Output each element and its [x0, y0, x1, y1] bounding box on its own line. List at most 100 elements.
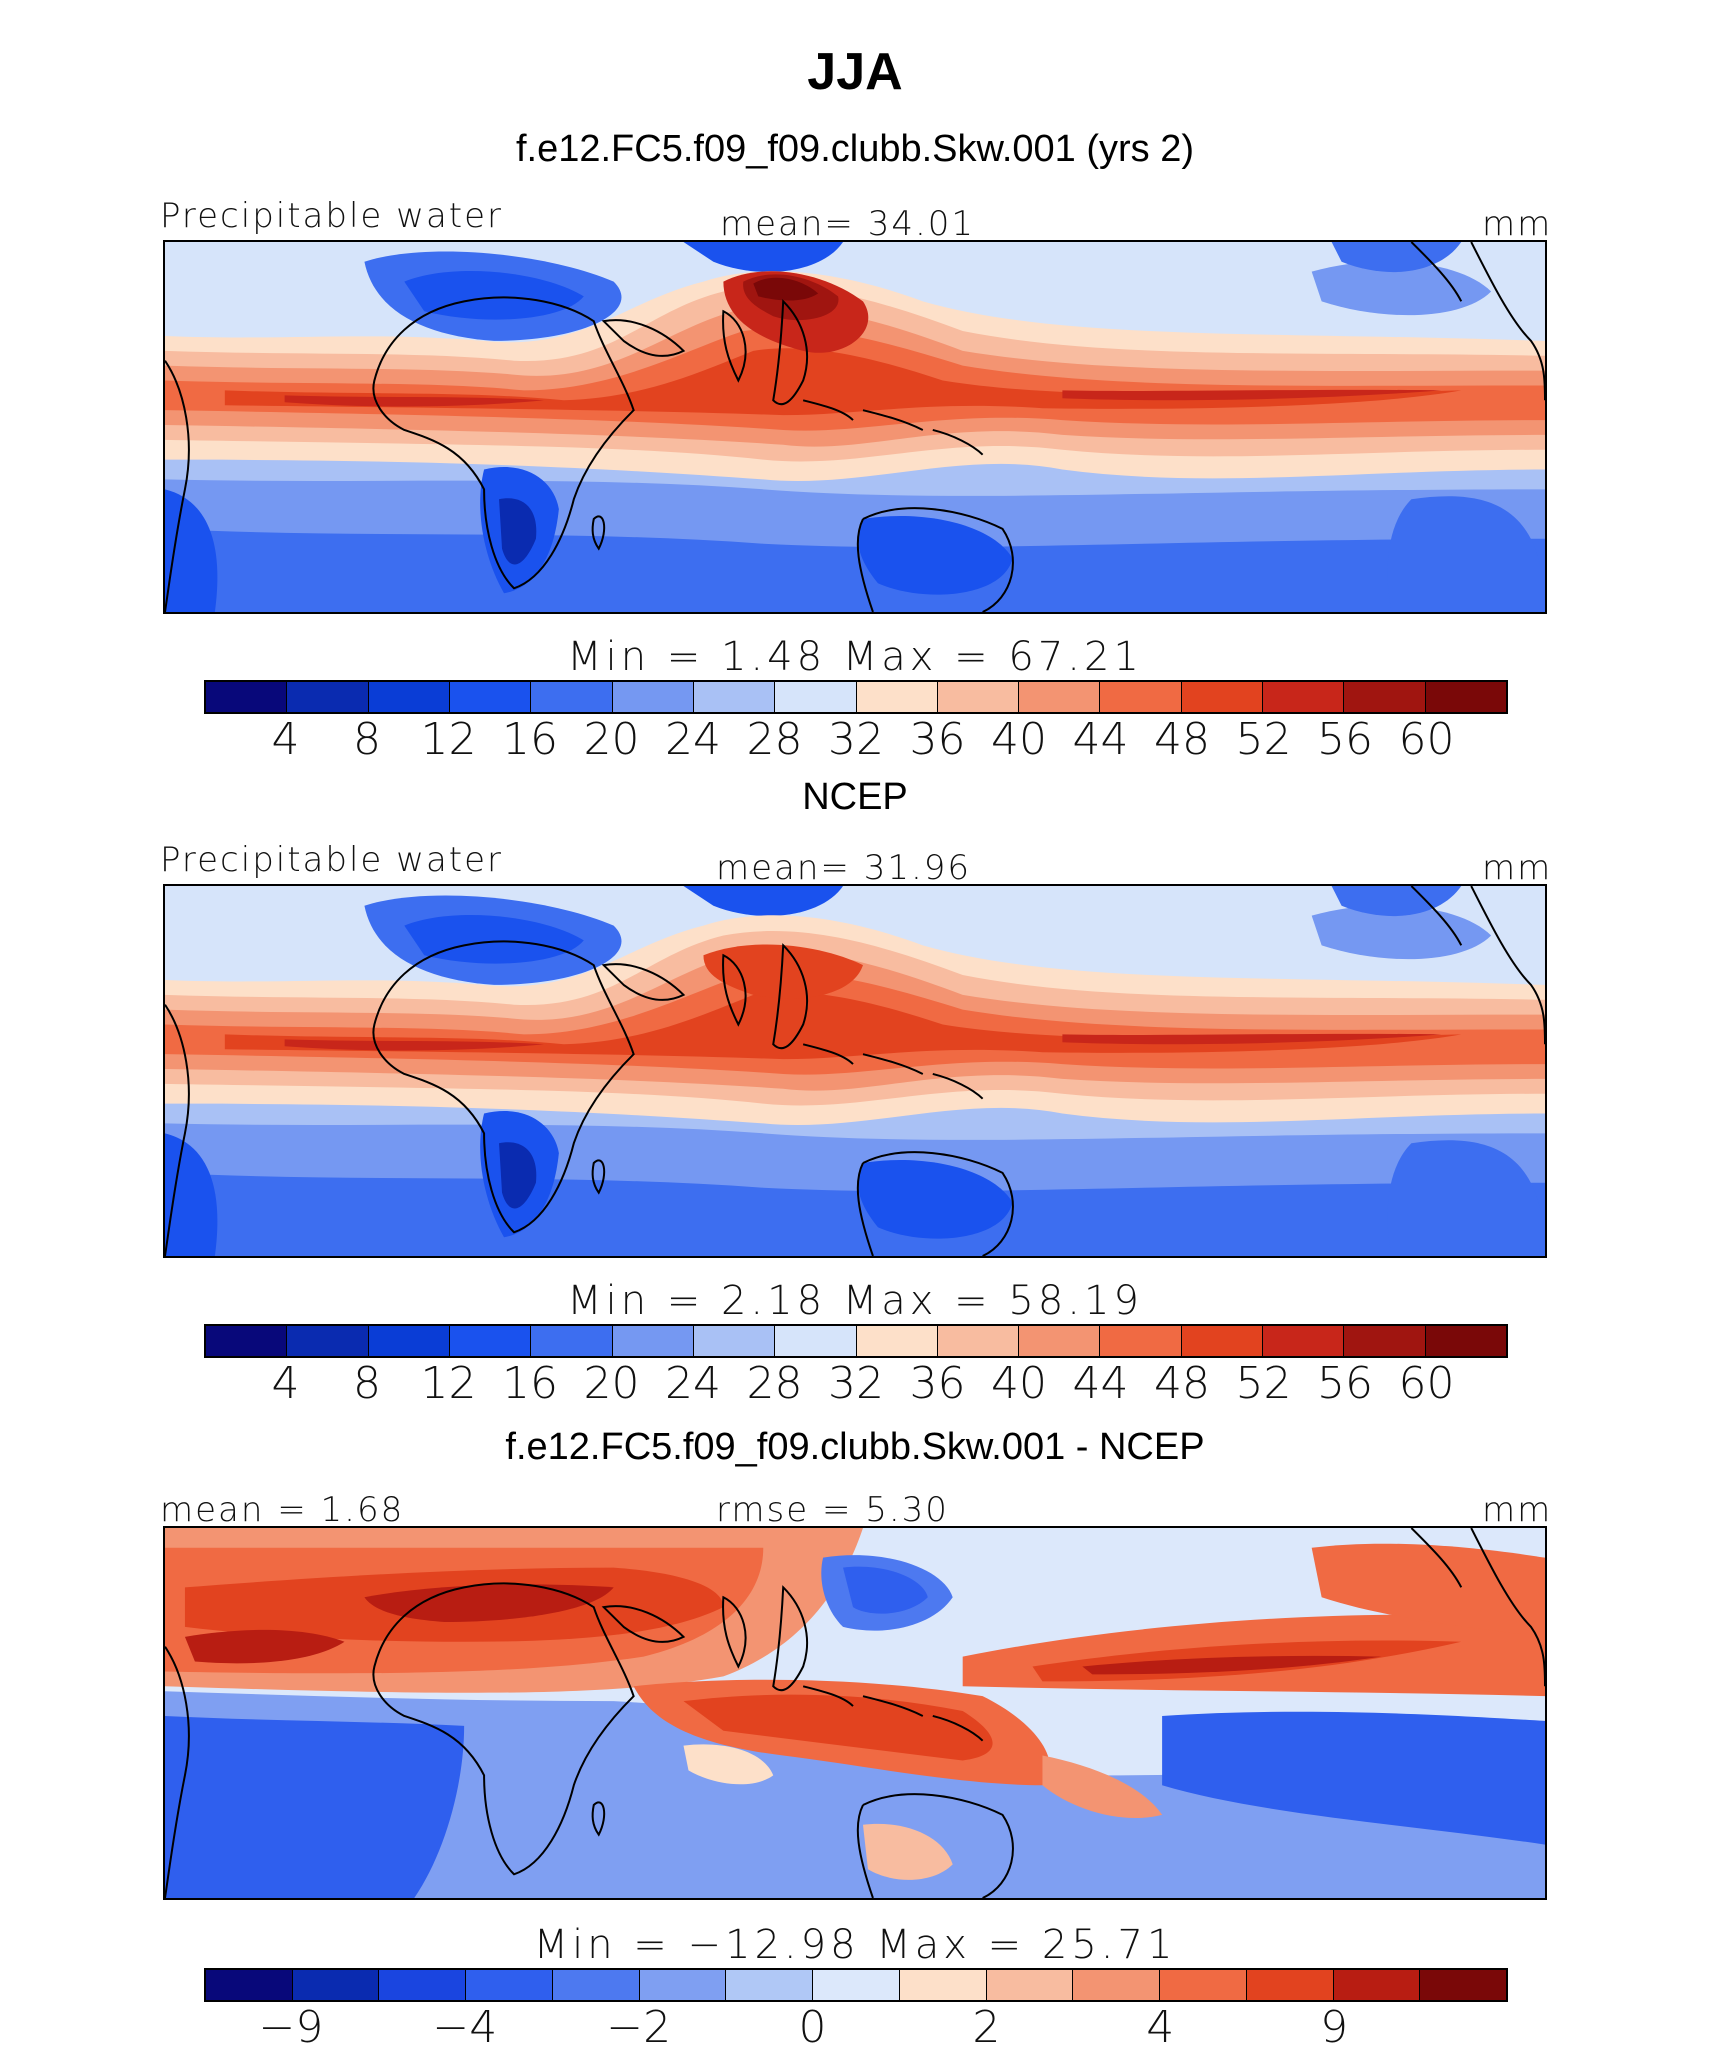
colorbar-tick-label: −2 [606, 2002, 672, 2053]
colorbar-swatch [368, 1326, 450, 1356]
colorbar-swatch [775, 1326, 857, 1356]
panel-3-heading: f.e12.FC5.f09_f09.clubb.Skw.001 - NCEP [505, 1426, 1205, 1468]
colorbar-tick-label: 32 [828, 714, 884, 765]
colorbar-swatch [206, 1970, 293, 2000]
colorbar-swatch [1160, 1970, 1247, 2000]
colorbar-tick-label: −4 [432, 2002, 498, 2053]
colorbar-swatch [693, 682, 776, 712]
colorbar-swatch [531, 682, 613, 712]
colorbar-tick-label: 20 [583, 1358, 640, 1409]
colorbar-swatch [449, 682, 532, 712]
panel-1-mean-label: mean= 34.01 [720, 204, 976, 244]
colorbar-swatch [287, 682, 369, 712]
colorbar-tick-label: 4 [1146, 2002, 1175, 2053]
colorbar-tick-label: 52 [1235, 714, 1292, 765]
colorbar-tick-label: 44 [1072, 1358, 1129, 1409]
colorbar-swatch [531, 1326, 613, 1356]
colorbar-swatch [1263, 1326, 1345, 1356]
colorbar-tick-label: 20 [583, 714, 640, 765]
colorbar-swatch [287, 1326, 369, 1356]
panel-3-rmse-label: rmse = 5.30 [716, 1490, 949, 1530]
panel-1-units-label: mm [1482, 204, 1553, 244]
colorbar-tick-label: 40 [991, 714, 1047, 765]
colorbar-tick-label: 8 [353, 714, 381, 765]
colorbar-tick-label: 28 [746, 1358, 803, 1409]
colorbar-swatch [612, 1326, 694, 1356]
colorbar-swatch [1425, 1326, 1506, 1356]
panel-2-mean-label: mean= 31.96 [716, 848, 972, 888]
colorbar-tick-label: 24 [665, 1358, 721, 1409]
colorbar-tick-label: 32 [828, 1358, 884, 1409]
colorbar-tick-label: 0 [798, 2002, 827, 2053]
colorbar-tick-label: 16 [502, 1358, 558, 1409]
colorbar-swatch [206, 1326, 288, 1356]
panel-2-heading: NCEP [802, 776, 908, 818]
colorbar-tick-label: 56 [1317, 1358, 1373, 1409]
colorbar-tick-label: 36 [909, 1358, 966, 1409]
colorbar-swatch [1019, 682, 1101, 712]
colorbar-swatch [856, 682, 938, 712]
colorbar-tick-label: 60 [1398, 1358, 1455, 1409]
colorbar-swatch [1181, 682, 1264, 712]
colorbar-tick-label: 2 [972, 2002, 1001, 2053]
colorbar-swatch [937, 1326, 1020, 1356]
colorbar-tick-label: 36 [909, 714, 966, 765]
colorbar-swatch [899, 1970, 987, 2000]
colorbar-swatch [449, 1326, 532, 1356]
colorbar-swatch [466, 1970, 553, 2000]
colorbar-tick-label: 40 [991, 1358, 1047, 1409]
colorbar-swatch [937, 682, 1020, 712]
panel-2-variable-label: Precipitable water [160, 840, 504, 880]
colorbar-swatch [639, 1970, 727, 2000]
colorbar-swatch [379, 1970, 467, 2000]
colorbar-swatch [368, 682, 450, 712]
colorbar-swatch [292, 1970, 380, 2000]
colorbar-tick-label: −9 [258, 2002, 324, 2053]
colorbar-swatch [206, 682, 288, 712]
colorbar-swatch [1019, 1326, 1101, 1356]
colorbar-swatch [1263, 682, 1345, 712]
panel-3-colorbar [204, 1968, 1508, 2002]
colorbar-swatch [986, 1970, 1074, 2000]
colorbar-swatch [1181, 1326, 1264, 1356]
panel-3-mean-label: mean = 1.68 [160, 1490, 405, 1530]
colorbar-tick-label: 48 [1154, 1358, 1210, 1409]
colorbar-swatch [1246, 1970, 1334, 2000]
panel-1-variable-label: Precipitable water [160, 196, 504, 236]
colorbar-tick-label: 4 [271, 714, 300, 765]
colorbar-tick-label: 24 [665, 714, 721, 765]
colorbar-swatch [1100, 1326, 1182, 1356]
panel-1-map [163, 240, 1547, 614]
colorbar-swatch [1073, 1970, 1161, 2000]
colorbar-tick-label: 48 [1154, 714, 1210, 765]
colorbar-swatch [1425, 682, 1506, 712]
colorbar-swatch [726, 1970, 814, 2000]
colorbar-tick-label: 56 [1317, 714, 1373, 765]
panel-2-min-max: Min = 2.18 Max = 58.19 [567, 1278, 1143, 1324]
colorbar-swatch [693, 1326, 776, 1356]
colorbar-swatch [813, 1970, 900, 2000]
colorbar-tick-label: 12 [420, 714, 477, 765]
panel-2-colorbar [204, 1324, 1508, 1358]
panel-1-heading: f.e12.FC5.f09_f09.clubb.Skw.001 (yrs 2) [515, 128, 1195, 170]
colorbar-tick-label: 4 [271, 1358, 300, 1409]
colorbar-swatch [856, 1326, 938, 1356]
colorbar-swatch [1344, 1326, 1426, 1356]
colorbar-swatch [1333, 1970, 1421, 2000]
colorbar-swatch [612, 682, 694, 712]
colorbar-tick-label: 8 [353, 1358, 381, 1409]
colorbar-tick-label: 52 [1235, 1358, 1292, 1409]
colorbar-tick-label: 44 [1072, 714, 1129, 765]
figure-title: JJA [807, 43, 903, 101]
panel-1-min-max: Min = 1.48 Max = 67.21 [567, 634, 1143, 680]
colorbar-tick-label: 60 [1398, 714, 1455, 765]
panel-3-map [163, 1526, 1547, 1900]
panel-3-units-label: mm [1482, 1490, 1553, 1530]
panel-3-min-max: Min = −12.98 Max = 25.71 [533, 1922, 1177, 1968]
panel-2-map [163, 884, 1547, 1258]
colorbar-swatch [1100, 682, 1182, 712]
colorbar-swatch [775, 682, 857, 712]
panel-1-colorbar [204, 680, 1508, 714]
panel-2-units-label: mm [1482, 848, 1553, 888]
colorbar-tick-label: 12 [420, 1358, 477, 1409]
